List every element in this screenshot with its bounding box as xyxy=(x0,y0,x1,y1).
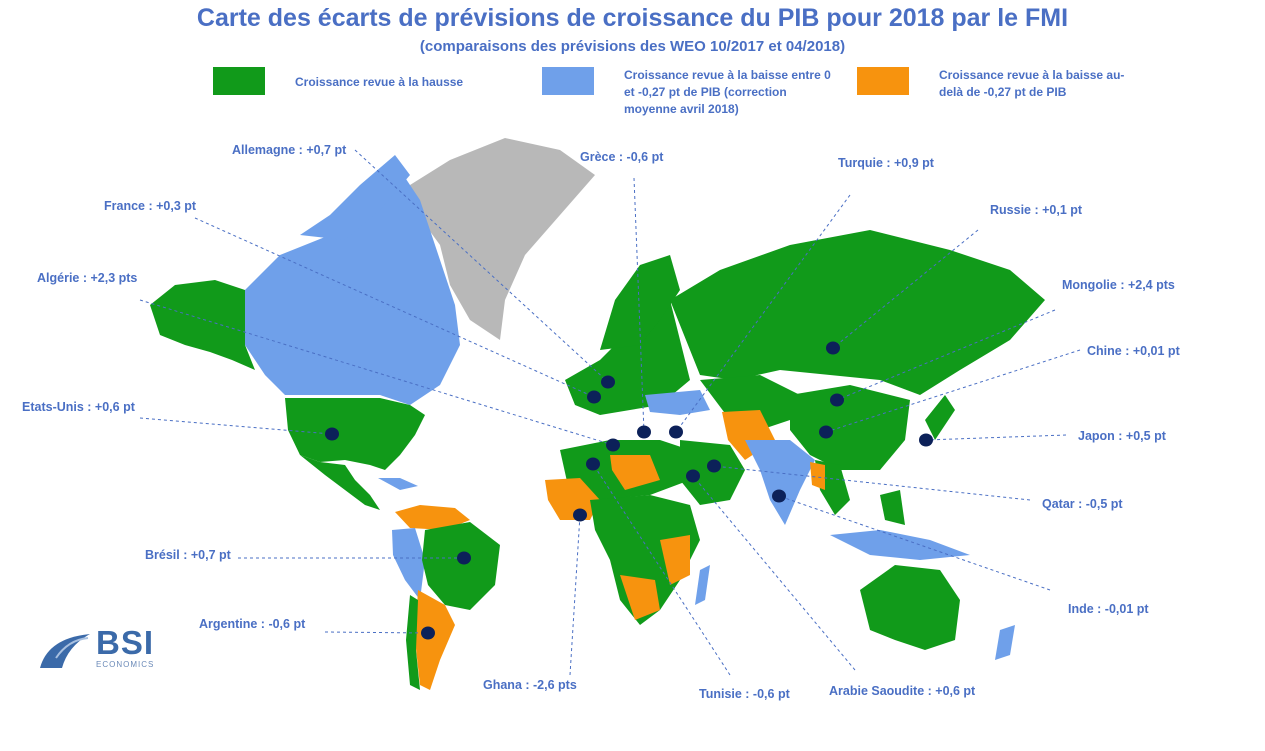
leader-line-turquie xyxy=(675,194,851,433)
label-japon: Japon : +0,5 pt xyxy=(1078,429,1167,443)
leader-line-arabie-saoudite xyxy=(692,475,856,671)
south-america-west xyxy=(392,528,425,600)
label-inde: Inde : -0,01 pt xyxy=(1068,602,1149,616)
label-qatar: Qatar : -0,5 pt xyxy=(1042,497,1123,511)
sahel-orange-region xyxy=(610,455,660,490)
label-bresil: Brésil : +0,7 pt xyxy=(145,548,232,562)
leader-line-russie xyxy=(832,229,979,349)
marker-mongolie xyxy=(830,393,844,407)
leader-line-qatar xyxy=(713,465,1031,501)
label-turquie: Turquie : +0,9 pt xyxy=(838,156,935,170)
caribbean-region xyxy=(378,478,418,490)
leader-line-chine xyxy=(825,349,1081,433)
russia-region xyxy=(670,230,1045,395)
label-algerie: Algérie : +2,3 pts xyxy=(37,271,137,285)
page-subtitle: (comparaisons des prévisions des WEO 10/… xyxy=(419,38,846,55)
label-ghana: Ghana : -2,6 pts xyxy=(483,678,577,692)
leader-line-grece xyxy=(633,177,645,433)
argentina-region xyxy=(415,590,455,690)
australia-region xyxy=(860,565,960,650)
east-africa-orange-region xyxy=(660,535,690,585)
usa-region xyxy=(285,398,425,470)
legend-swatch-up xyxy=(213,67,265,95)
label-chine: Chine : +0,01 pt xyxy=(1087,344,1181,358)
marker-chine xyxy=(819,425,833,439)
leader-line-algerie xyxy=(139,299,614,446)
indonesia-region xyxy=(830,530,970,560)
marker-allemagne xyxy=(601,375,615,389)
legend-label-down-small: Croissance revue à la baisse entre 0 et … xyxy=(624,68,831,116)
label-france: France : +0,3 pt xyxy=(104,199,197,213)
myanmar-region xyxy=(810,462,825,490)
label-tunisie: Tunisie : -0,6 pt xyxy=(699,687,791,701)
logo-name: BSI xyxy=(96,624,155,661)
marker-bresil xyxy=(457,551,471,565)
japan-region xyxy=(925,395,955,440)
label-grece: Grèce : -0,6 pt xyxy=(580,150,664,164)
chile-region xyxy=(406,595,420,690)
arctic-islands-region xyxy=(300,155,410,240)
logo-sub: ECONOMICS xyxy=(96,660,155,669)
scandinavia-region xyxy=(600,255,680,350)
brazil-region xyxy=(422,522,500,610)
label-arabie-saoudite: Arabie Saoudite : +0,6 pt xyxy=(829,684,976,698)
south-america-north xyxy=(395,505,470,530)
india-region xyxy=(745,440,815,525)
canada-region xyxy=(245,170,460,405)
greenland-region xyxy=(410,138,595,340)
leader-line-ghana xyxy=(569,514,581,676)
marker-etats-unis xyxy=(325,427,339,441)
bsi-logo xyxy=(38,628,94,672)
label-mongolie: Mongolie : +2,4 pts xyxy=(1062,278,1175,292)
label-etats-unis: Etats-Unis : +0,6 pt xyxy=(22,400,136,414)
marker-russie xyxy=(826,341,840,355)
marker-inde xyxy=(772,489,786,503)
label-argentine: Argentine : -0,6 pt xyxy=(199,617,306,631)
leader-line-etats-unis xyxy=(139,417,333,435)
central-africa-region xyxy=(590,495,700,625)
marker-argentine xyxy=(421,626,435,640)
alaska-region xyxy=(150,280,255,370)
legend-item-down-small: Croissance revue à la baisse entre 0 et … xyxy=(542,67,831,118)
new-zealand-region xyxy=(995,625,1015,660)
legend-item-down-large: Croissance revue à la baisse au- delà de… xyxy=(857,67,1124,101)
south-africa-orange-region xyxy=(620,575,660,620)
marker-arabie-saoudite xyxy=(686,469,700,483)
legend-item-up: Croissance revue à la hausse xyxy=(213,67,463,95)
philippines-region xyxy=(880,490,905,525)
madagascar-region xyxy=(695,565,710,605)
legend-swatch-down-large xyxy=(857,67,909,95)
bsi-logo-icon xyxy=(40,634,90,668)
central-asia-region xyxy=(700,375,800,430)
marker-turquie xyxy=(669,425,683,439)
legend-label-up: Croissance revue à la hausse xyxy=(295,75,464,89)
west-africa-region xyxy=(545,478,600,520)
label-allemagne: Allemagne : +0,7 pt xyxy=(232,143,347,157)
mexico-region xyxy=(300,455,380,510)
marker-tunisie xyxy=(586,457,600,471)
marker-japon xyxy=(919,433,933,447)
leader-line-japon xyxy=(925,434,1067,441)
leader-line-france xyxy=(194,217,595,398)
china-region xyxy=(790,385,910,470)
leader-line-argentine xyxy=(324,631,429,634)
page-title: Carte des écarts de prévisions de croiss… xyxy=(196,4,1069,32)
marker-ghana xyxy=(573,508,587,522)
europe-region xyxy=(565,300,690,415)
marker-france xyxy=(587,390,601,404)
marker-grece xyxy=(637,425,651,439)
arabia-region xyxy=(680,440,745,505)
label-russie: Russie : +0,1 pt xyxy=(990,203,1083,217)
marker-qatar xyxy=(707,459,721,473)
marker-algerie xyxy=(606,438,620,452)
legend-label-down-large: Croissance revue à la baisse au- delà de… xyxy=(939,68,1125,99)
turkey-region xyxy=(645,390,710,415)
legend-swatch-down-small xyxy=(542,67,594,95)
